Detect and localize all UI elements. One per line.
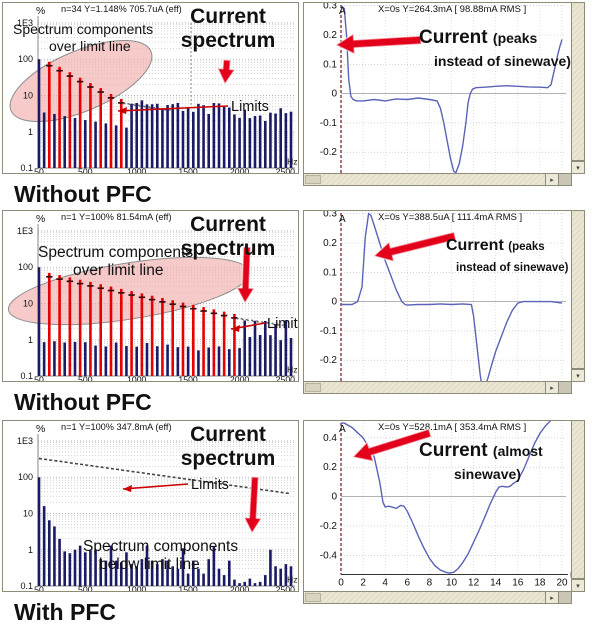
svg-text:6: 6	[405, 578, 411, 589]
svg-text:2500: 2500	[276, 585, 295, 593]
svg-text:0.3: 0.3	[323, 211, 337, 220]
svg-text:Limits: Limits	[267, 316, 299, 332]
svg-text:10: 10	[23, 299, 33, 309]
svg-text:0: 0	[338, 578, 344, 589]
svg-text:50: 50	[34, 375, 44, 383]
svg-text:0: 0	[331, 297, 337, 308]
svg-text:1: 1	[28, 335, 33, 345]
svg-text:500: 500	[78, 585, 93, 593]
svg-text:10: 10	[446, 578, 458, 589]
svg-text:2000: 2000	[230, 585, 249, 593]
svg-text:10: 10	[23, 509, 33, 519]
svg-text:-0.2: -0.2	[320, 355, 338, 366]
svg-text:-0.1: -0.1	[320, 118, 338, 129]
svg-text:100: 100	[18, 262, 33, 272]
svg-text:14: 14	[490, 578, 502, 589]
svg-text:0: 0	[331, 492, 337, 503]
svg-text:100: 100	[18, 472, 33, 482]
svg-text:%: %	[36, 5, 45, 17]
svg-text:over limit line: over limit line	[49, 38, 131, 54]
svg-text:20: 20	[556, 578, 568, 589]
svg-text:0.1: 0.1	[323, 59, 337, 70]
svg-text:1E3: 1E3	[17, 436, 33, 446]
svg-text:1500: 1500	[178, 167, 197, 175]
svg-text:1500: 1500	[178, 375, 197, 383]
svg-text:1000: 1000	[127, 585, 146, 593]
svg-text:50: 50	[34, 167, 44, 175]
svg-text:2500: 2500	[276, 167, 295, 175]
svg-text:10: 10	[23, 91, 33, 101]
svg-text:12: 12	[468, 578, 480, 589]
svg-text:0.1: 0.1	[20, 371, 33, 381]
svg-text:-0.1: -0.1	[320, 326, 338, 337]
svg-text:A: A	[339, 214, 346, 225]
svg-text:X=0s Y=388.5uA [ 111.4mA R: X=0s Y=388.5uA [ 111.4mA RMS ]	[378, 212, 522, 223]
svg-text:Spectrum components: Spectrum components	[13, 21, 153, 37]
svg-text:%: %	[36, 423, 45, 435]
svg-text:Current: Current	[190, 5, 266, 28]
svg-text:n=1 Y=100% 81.54mA (eff): n=1 Y=100% 81.54mA (eff)	[61, 212, 172, 222]
svg-text:Current (almost: Current (almost	[419, 440, 543, 461]
svg-text:instead of sinewave): instead of sinewave)	[456, 262, 569, 274]
svg-text:1000: 1000	[127, 167, 146, 175]
svg-text:n=34 Y=1.148% 705.7uA (eff: n=34 Y=1.148% 705.7uA (eff)	[61, 4, 182, 14]
svg-text:0: 0	[331, 89, 337, 100]
svg-text:16: 16	[512, 578, 524, 589]
svg-text:2: 2	[360, 578, 366, 589]
svg-text:X=0s Y=264.3mA [ 98.88mA R: X=0s Y=264.3mA [ 98.88mA RMS ]	[378, 4, 526, 15]
svg-text:1E3: 1E3	[17, 226, 33, 236]
svg-text:-0.2: -0.2	[320, 147, 338, 158]
svg-text:spectrum: spectrum	[181, 447, 276, 470]
svg-text:Spectrum components: Spectrum components	[83, 538, 238, 555]
svg-text:Limits: Limits	[231, 99, 269, 115]
svg-text:instead of sinewave): instead of sinewave)	[434, 53, 571, 69]
svg-text:Current: Current	[190, 213, 266, 236]
svg-text:1500: 1500	[178, 585, 197, 593]
svg-text:1000: 1000	[127, 375, 146, 383]
svg-text:2000: 2000	[230, 167, 249, 175]
svg-text:0.3: 0.3	[323, 3, 337, 12]
svg-text:8: 8	[427, 578, 433, 589]
svg-text:A: A	[339, 6, 346, 17]
svg-text:100: 100	[18, 54, 33, 64]
svg-text:X=0s Y=528.1mA [ 353.4mA R: X=0s Y=528.1mA [ 353.4mA RMS ]	[378, 422, 526, 433]
svg-text:-0.2: -0.2	[320, 521, 338, 532]
svg-text:0.2: 0.2	[323, 30, 337, 41]
svg-text:Hz: Hz	[287, 365, 298, 375]
svg-text:spectrum: spectrum	[181, 29, 276, 52]
svg-text:A: A	[339, 424, 346, 435]
svg-text:4: 4	[382, 578, 388, 589]
svg-text:500: 500	[78, 375, 93, 383]
svg-text:Hz: Hz	[287, 575, 298, 585]
svg-text:1: 1	[28, 127, 33, 137]
svg-text:0.2: 0.2	[323, 462, 337, 473]
svg-text:18: 18	[534, 578, 546, 589]
svg-text:Hz: Hz	[287, 157, 298, 167]
svg-text:2000: 2000	[230, 375, 249, 383]
svg-text:Current: Current	[190, 423, 266, 446]
svg-text:500: 500	[78, 167, 93, 175]
svg-text:Current (peaks: Current (peaks	[446, 237, 545, 254]
svg-text:%: %	[36, 213, 45, 225]
svg-text:n=1 Y=100% 347.8mA (eff): n=1 Y=100% 347.8mA (eff)	[61, 422, 172, 432]
svg-text:Spectrum components: Spectrum components	[38, 244, 193, 261]
svg-text:0.1: 0.1	[20, 163, 33, 173]
svg-text:Current (peaks: Current (peaks	[419, 27, 537, 48]
svg-text:0.1: 0.1	[20, 581, 33, 591]
svg-text:0.4: 0.4	[323, 433, 337, 444]
svg-text:over limit line: over limit line	[73, 262, 163, 279]
svg-text:sinewave): sinewave)	[454, 466, 521, 482]
svg-text:0.1: 0.1	[323, 267, 337, 278]
svg-text:2500: 2500	[276, 375, 295, 383]
svg-text:Limits: Limits	[191, 477, 229, 493]
svg-text:-0.4: -0.4	[320, 550, 338, 561]
svg-text:spectrum: spectrum	[181, 237, 276, 260]
svg-text:below limit line: below limit line	[99, 556, 200, 573]
svg-text:50: 50	[34, 585, 44, 593]
svg-text:1: 1	[28, 545, 33, 555]
svg-text:0.2: 0.2	[323, 238, 337, 249]
